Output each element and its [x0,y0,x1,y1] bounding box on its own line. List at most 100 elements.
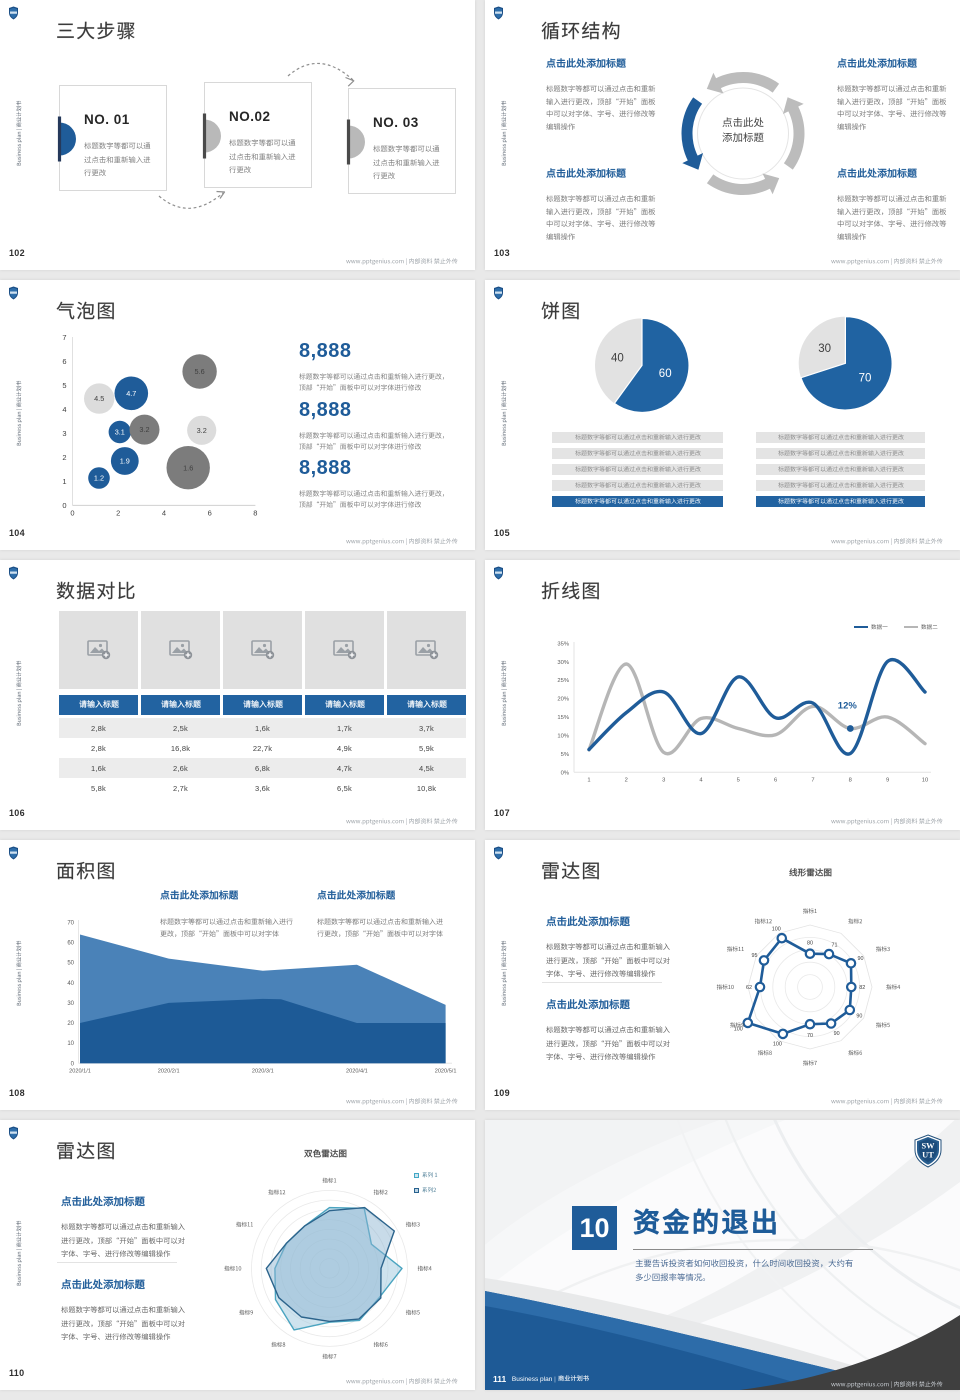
step-body [229,135,296,175]
slide-102[interactable]: NO. 01 NO.02 NO. 03 102 [0,0,475,270]
shield-logo-icon [494,566,503,580]
table-header-cell[interactable] [387,695,466,715]
stat-item[interactable]: 8,888 [299,457,459,508]
image-placeholder[interactable] [59,611,138,689]
table-cell: 10,8k [416,783,437,793]
chart-legend[interactable] [414,1172,438,1179]
svg-text:2: 2 [625,777,628,783]
svg-text:1.2: 1.2 [94,474,104,483]
callout-bar[interactable] [756,480,925,491]
slide-105[interactable]: 40 60 30 70 105 [485,280,960,550]
block-heading [546,58,626,70]
sidebar-vertical-text [494,654,507,726]
step-card[interactable]: NO.02 [204,82,312,188]
table-cell: 6,8k [255,763,270,773]
block-heading [837,58,917,70]
chart-legend[interactable] [904,624,938,631]
svg-text:5: 5 [62,381,66,390]
step-card[interactable]: NO. 01 [59,85,167,191]
table-header-cell[interactable] [305,695,384,715]
slide-111[interactable]: 10 SW UT 111 Business plan | [485,1120,960,1390]
svg-text:3: 3 [662,777,665,783]
text-block[interactable] [61,1195,186,1259]
slide-title [541,21,621,48]
image-placeholder-icon [332,640,356,660]
callout-bar[interactable] [756,431,925,443]
table-cell: 4,7k [337,763,352,773]
block-heading [837,168,917,180]
image-placeholder[interactable] [141,611,220,689]
slide-109[interactable]: 80 71 90 82 90 90 70 100 100 62 95 100 109 [485,840,960,1110]
svg-text:0: 0 [71,1061,75,1067]
svg-text:4: 4 [699,777,703,783]
svg-text:30: 30 [818,343,831,355]
stat-item[interactable]: 8,888 [299,399,459,450]
callout-bar[interactable] [756,496,925,508]
step-number: NO. 03 [373,115,419,130]
step-card[interactable]: NO. 03 [348,88,456,194]
chart-title [255,1146,395,1164]
table-header-cell[interactable] [59,695,138,715]
chart-legend[interactable] [414,1187,437,1194]
callout-bar[interactable] [756,447,925,459]
block-body [61,1302,186,1342]
callout-bar[interactable] [552,431,723,443]
svg-text:2020/4/1: 2020/4/1 [346,1068,368,1074]
svg-text:1.9: 1.9 [120,457,130,466]
image-placeholder[interactable] [387,611,466,689]
text-block[interactable] [546,998,671,1062]
text-block[interactable] [160,889,310,938]
sidebar-vertical-text [9,934,22,1006]
block-heading [546,998,630,1011]
slide-106[interactable]: 2,8k 2,5k 1,6k 1,7k 3,7k 2,8k 16,8k 22,7k 4,9k 5,… [0,560,475,830]
series1-swatch [414,1172,419,1178]
image-placeholder[interactable] [305,611,384,689]
svg-text:70: 70 [807,1033,813,1039]
table-cell: 2,6k [173,763,188,773]
slide-footer [831,1092,943,1110]
slide-title [56,861,115,888]
image-placeholder[interactable] [223,611,302,689]
svg-text:4.5: 4.5 [94,394,104,403]
text-block[interactable] [546,915,671,979]
svg-text:10%: 10% [557,734,569,740]
block-body [546,191,666,241]
section-background [485,1120,960,1390]
callout-bar[interactable] [552,463,723,475]
text-block[interactable] [61,1278,186,1342]
svg-text:71: 71 [832,943,838,949]
text-block[interactable] [317,889,467,938]
cycle-center-label[interactable] [698,116,788,150]
svg-text:80: 80 [807,941,813,947]
text-block[interactable] [837,57,957,131]
table-header-cell[interactable] [141,695,220,715]
callout-bar[interactable] [756,463,925,475]
slide-103[interactable]: 103 [485,0,960,270]
callout-bar[interactable] [552,480,723,491]
series1-line-swatch [854,626,868,629]
slide-108[interactable]: 0 10 20 30 40 50 60 70 2020/1/1 2020/2/1 2020/3/1 2… [0,840,475,1110]
stat-item[interactable]: 8,888 [299,340,459,391]
text-block[interactable] [546,167,666,241]
svg-text:50: 50 [67,961,74,967]
section-title [633,1208,778,1245]
text-block[interactable] [837,167,957,241]
slide-110[interactable]: 110 [0,1120,475,1390]
block-heading [546,168,626,180]
block-body [837,191,957,241]
callout-bar[interactable] [552,496,723,508]
slide-footer [346,1372,458,1390]
callout-bar[interactable] [552,447,723,459]
svg-text:UT: UT [922,1151,934,1160]
slide-104[interactable]: 0 1 2 3 4 5 6 7 0 2 4 6 8 4.5 4.7 5.6 3.1 3.2 3.2 1.9 1.2 1.6… [0,280,475,550]
svg-text:82: 82 [859,985,865,991]
svg-text:40: 40 [67,981,74,987]
slide-107[interactable]: 0% 5% 10% 15% 20% 25% 30% 35% 1 2 3 4 5 6 7 8 9 10 12% 107 [485,560,960,830]
text-block[interactable] [546,57,666,131]
chart-legend[interactable] [854,624,888,631]
table-cell: 2,5k [173,723,188,733]
university-shield-logo: SW UT [914,1134,942,1168]
table-header-cell[interactable] [223,695,302,715]
table-cell: 6,5k [337,783,352,793]
shield-logo-icon [494,846,503,860]
